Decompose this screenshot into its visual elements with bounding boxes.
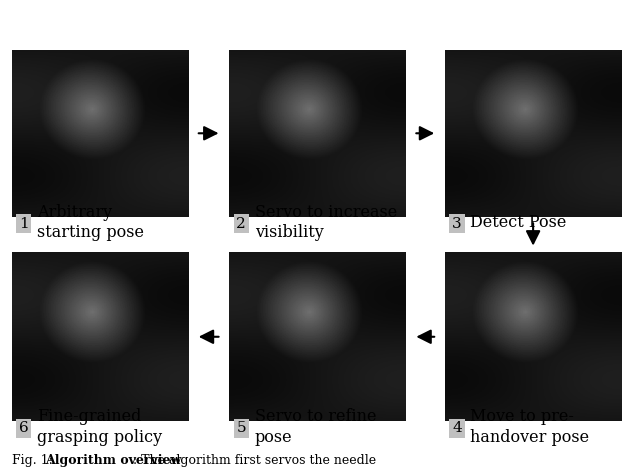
Text: Fine-grained
grasping policy: Fine-grained grasping policy [37,408,163,446]
FancyArrowPatch shape [201,331,219,343]
Text: 4: 4 [452,421,462,436]
FancyArrowPatch shape [198,127,216,139]
Text: 2: 2 [236,217,246,231]
Text: 5: 5 [236,421,246,436]
Text: 6: 6 [19,421,29,436]
FancyArrowPatch shape [527,223,540,243]
Text: Detect Pose: Detect Pose [470,214,567,231]
Text: Servo to increase
visibility: Servo to increase visibility [255,204,397,241]
Text: Algorithm overview: Algorithm overview [45,455,181,467]
Text: Fig. 1:: Fig. 1: [12,455,56,467]
Text: Arbitrary
starting pose: Arbitrary starting pose [37,204,144,241]
Text: Move to pre-
handover pose: Move to pre- handover pose [470,408,589,446]
FancyArrowPatch shape [416,127,432,139]
Text: 3: 3 [452,217,462,231]
Text: Servo to refine
pose: Servo to refine pose [255,408,376,446]
FancyArrowPatch shape [419,331,435,343]
Text: : The algorithm first servos the needle: : The algorithm first servos the needle [133,455,376,467]
Text: 1: 1 [19,217,29,231]
